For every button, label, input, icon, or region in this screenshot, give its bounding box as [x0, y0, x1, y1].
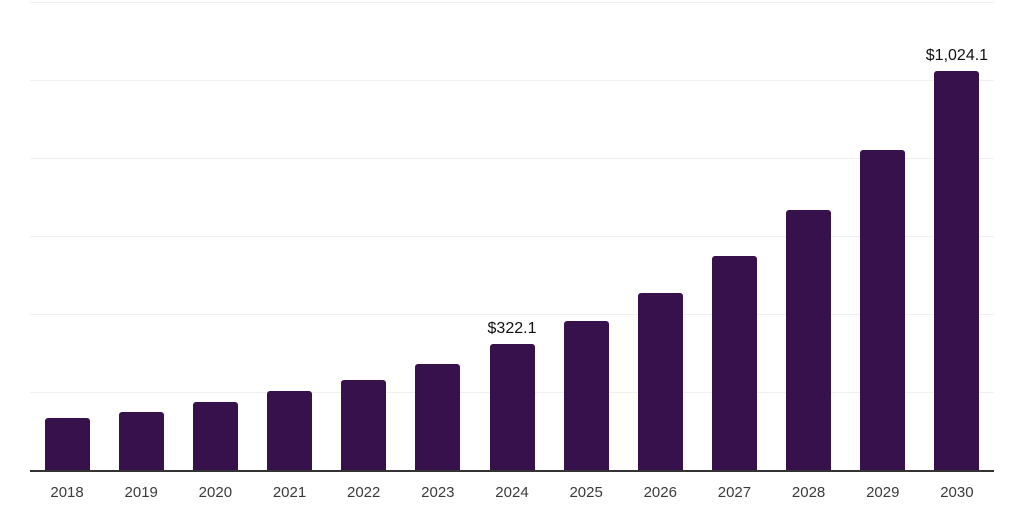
bar-2030	[934, 70, 980, 470]
gridline-800	[30, 158, 994, 159]
x-tick-2030: 2030	[940, 484, 974, 501]
bar-2025	[563, 321, 609, 470]
x-tick-2028: 2028	[791, 484, 826, 501]
bar-2028	[786, 209, 832, 470]
x-axis-line	[30, 470, 994, 472]
gridline-600	[30, 236, 994, 237]
bar-2026	[637, 292, 683, 470]
x-tick-2019: 2019	[124, 484, 158, 501]
value-label-2024: $322.1	[487, 320, 537, 338]
bar-2023	[415, 363, 461, 470]
x-tick-2029: 2029	[866, 484, 900, 501]
bar-2027	[711, 255, 757, 470]
bar-2022	[341, 380, 387, 470]
bar-2024	[489, 344, 535, 470]
x-tick-2018: 2018	[50, 484, 84, 501]
gridline-1000	[30, 80, 994, 81]
bar-2029	[860, 150, 906, 470]
bar-2018	[44, 418, 90, 470]
x-tick-2022: 2022	[346, 484, 381, 501]
x-tick-2025: 2025	[569, 484, 603, 501]
gridline-1200	[30, 2, 994, 3]
x-tick-2027: 2027	[717, 484, 752, 501]
x-tick-2023: 2023	[421, 484, 455, 501]
x-tick-2020: 2020	[198, 484, 233, 501]
gridline-400	[30, 314, 994, 315]
x-tick-2021: 2021	[272, 484, 307, 501]
bar-2019	[118, 411, 164, 470]
x-tick-2026: 2026	[643, 484, 677, 501]
x-tick-2024: 2024	[495, 484, 529, 501]
bar-2020	[192, 402, 238, 470]
bar-2021	[267, 391, 313, 470]
value-label-2030: $1,024.1	[925, 46, 989, 64]
